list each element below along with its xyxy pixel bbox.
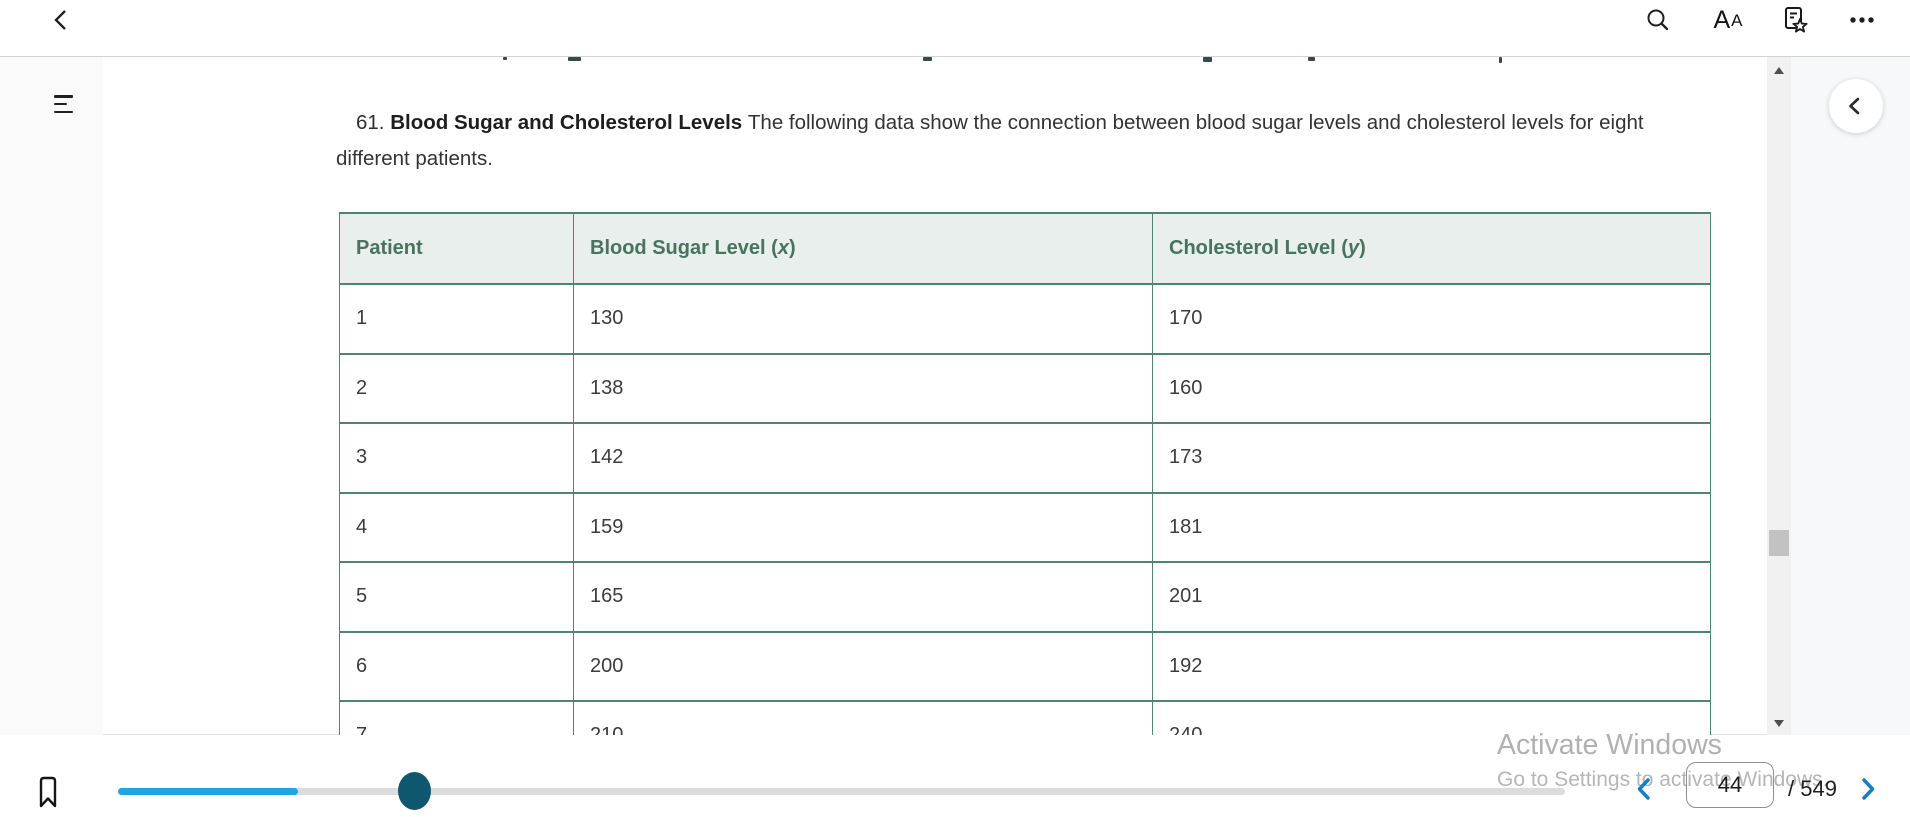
bottom-bar: / 549 <box>0 735 1910 817</box>
clipped-text-remnant <box>568 57 581 61</box>
header-blood-sugar: Blood Sugar Level (x) <box>573 212 1153 285</box>
cell-patient: 6 <box>339 630 574 702</box>
collapse-panel-button[interactable] <box>1829 79 1883 133</box>
left-rail <box>0 57 103 735</box>
table-row: 2 138 160 <box>339 352 1711 424</box>
data-table-container: Patient Blood Sugar Level (x) Cholestero… <box>339 212 1711 735</box>
vertical-scrollbar[interactable] <box>1767 57 1791 735</box>
cell-blood-sugar: 210 <box>573 700 1153 735</box>
reading-pane: 61. Blood Sugar and Cholesterol Levels T… <box>103 57 1767 735</box>
more-options-button[interactable] <box>1844 2 1880 38</box>
page-total-label: / 549 <box>1788 776 1837 801</box>
document-star-icon <box>1779 5 1809 36</box>
cell-blood-sugar: 138 <box>573 352 1153 424</box>
chevron-left-icon <box>48 6 76 34</box>
chevron-left-icon <box>1843 93 1869 119</box>
cell-blood-sugar: 165 <box>573 561 1153 633</box>
annotations-button[interactable] <box>1776 2 1812 38</box>
scroll-up-icon[interactable] <box>1774 67 1784 74</box>
cell-patient: 7 <box>339 700 574 735</box>
back-button[interactable] <box>44 2 80 38</box>
cell-blood-sugar: 142 <box>573 422 1153 494</box>
previous-page-button[interactable] <box>1633 773 1657 805</box>
page-slider-fill <box>118 787 298 795</box>
table-row: 1 130 170 <box>339 283 1711 355</box>
problem-statement: 61. Blood Sugar and Cholesterol Levels T… <box>336 105 1714 177</box>
page-number-input[interactable] <box>1686 762 1774 808</box>
cell-cholesterol: 192 <box>1152 630 1711 702</box>
right-rail <box>1791 57 1910 735</box>
page-slider-thumb[interactable] <box>398 771 431 810</box>
table-header-row: Patient Blood Sugar Level (x) Cholestero… <box>339 212 1711 285</box>
cell-cholesterol: 181 <box>1152 491 1711 563</box>
chevron-left-icon <box>1633 773 1657 805</box>
header-cholesterol: Cholesterol Level (y) <box>1152 212 1711 285</box>
cell-patient: 5 <box>339 561 574 633</box>
header-patient: Patient <box>339 212 574 285</box>
page-slider[interactable] <box>118 771 1565 810</box>
cell-cholesterol: 160 <box>1152 352 1711 424</box>
chevron-right-icon <box>1855 773 1879 805</box>
table-of-contents-button[interactable] <box>54 95 76 115</box>
cell-patient: 2 <box>339 352 574 424</box>
cell-patient: 4 <box>339 491 574 563</box>
search-button[interactable] <box>1640 2 1676 38</box>
data-table: Patient Blood Sugar Level (x) Cholestero… <box>339 212 1711 735</box>
table-row: 5 165 201 <box>339 561 1711 633</box>
text-size-icon: A <box>1713 5 1731 34</box>
bookmark-icon <box>36 775 66 809</box>
table-row: 6 200 192 <box>339 630 1711 702</box>
cell-cholesterol: 240 <box>1152 700 1711 735</box>
problem-title: Blood Sugar and Cholesterol Levels <box>390 111 743 134</box>
cell-cholesterol: 173 <box>1152 422 1711 494</box>
search-icon <box>1645 7 1671 33</box>
cell-blood-sugar: 200 <box>573 630 1153 702</box>
problem-text: The following data show the connection b… <box>336 111 1644 170</box>
cell-blood-sugar: 159 <box>573 491 1153 563</box>
cell-cholesterol: 170 <box>1152 283 1711 355</box>
next-page-button[interactable] <box>1855 773 1879 805</box>
clipped-text-remnant <box>1499 57 1502 63</box>
table-row: 7 210 240 <box>339 700 1711 735</box>
cell-blood-sugar: 130 <box>573 283 1153 355</box>
clipped-text-remnant <box>1308 57 1315 61</box>
clipped-text-remnant <box>923 57 932 61</box>
cell-patient: 3 <box>339 422 574 494</box>
table-row: 3 142 173 <box>339 422 1711 494</box>
table-row: 4 159 181 <box>339 491 1711 563</box>
clipped-text-remnant <box>503 57 507 60</box>
scroll-down-icon[interactable] <box>1774 720 1784 727</box>
cell-cholesterol: 201 <box>1152 561 1711 633</box>
ellipsis-icon <box>1848 15 1876 25</box>
clipped-text-remnant <box>1203 57 1212 62</box>
cell-patient: 1 <box>339 283 574 355</box>
bookmark-button[interactable] <box>36 773 66 811</box>
problem-number: 61. <box>356 111 385 134</box>
menu-icon <box>54 95 73 98</box>
scrollbar-thumb[interactable] <box>1769 530 1789 556</box>
